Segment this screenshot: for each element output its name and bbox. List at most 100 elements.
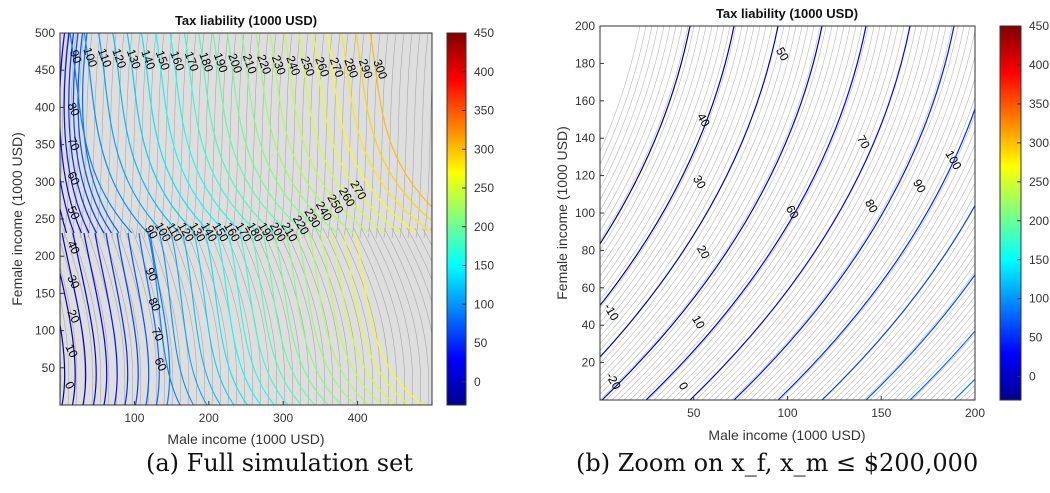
contour-level-label: 180 — [196, 50, 216, 74]
background-contour-line — [617, 26, 839, 400]
contour-line — [241, 33, 322, 234]
chart-b-y-ticks: 20 40 60 80 100 120 140 160 180 200 — [575, 19, 604, 370]
background-contour-line — [600, 26, 767, 345]
background-contour-line — [600, 26, 821, 400]
contour-line — [312, 33, 401, 234]
contour-level-label: 90 — [67, 48, 85, 66]
contour-line — [354, 232, 424, 405]
contour-level-label: 60 — [151, 355, 169, 373]
background-contour-line — [600, 26, 797, 377]
background-contour-line — [707, 26, 929, 400]
contour-line — [83, 33, 149, 234]
background-contour-line — [111, 33, 125, 239]
background-contour-line — [359, 33, 373, 239]
background-contour-line — [869, 279, 975, 400]
background-contour-line — [600, 26, 653, 178]
background-contour-line — [731, 26, 953, 400]
contour-level-label: 290 — [356, 57, 376, 81]
colorbar-tick-label: 450 — [474, 26, 494, 40]
contour-level-label: 60 — [64, 169, 82, 187]
contour-line — [60, 33, 75, 234]
contour-line — [262, 232, 316, 405]
contour-level-label: 280 — [341, 56, 361, 80]
background-contour-line — [785, 129, 975, 400]
contour-level-label: 20 — [694, 243, 713, 262]
background-contour-line — [600, 26, 671, 212]
contour-level-label: 40 — [64, 238, 82, 256]
colorbar-tick-label: 300 — [474, 142, 494, 156]
background-contour-line — [845, 244, 975, 400]
contour-line — [250, 232, 302, 405]
chart-a-level-labels: 9010011012013014015016017018019020021022… — [62, 45, 391, 391]
chart-b-ylabel: Female income (1000 USD) — [554, 126, 570, 300]
background-contour-line — [95, 33, 109, 239]
background-contour-line — [60, 265, 78, 405]
contour-line — [72, 33, 105, 234]
contour-level-label: 20 — [64, 307, 82, 325]
contour-level-label: 170 — [182, 50, 202, 74]
background-contour-line — [276, 227, 318, 405]
contour-line — [112, 33, 180, 234]
contour-line — [298, 33, 386, 234]
contour-line — [645, 26, 867, 400]
contour-line — [63, 33, 90, 234]
chart-b-contours — [600, 26, 975, 400]
background-contour-line — [269, 227, 310, 405]
contour-line — [600, 26, 735, 307]
background-contour-line — [103, 33, 117, 239]
y-tick-label: 100 — [35, 324, 55, 338]
y-tick-label: 100 — [575, 206, 595, 220]
background-contour-line — [917, 339, 975, 400]
contour-level-label: 50 — [773, 45, 792, 64]
contour-line — [83, 232, 108, 405]
contour-level-label: 80 — [64, 100, 82, 118]
colorbar-tick-label: 350 — [1029, 97, 1049, 111]
y-tick-label: 50 — [42, 361, 56, 375]
contour-line — [283, 33, 370, 234]
background-contour-line — [600, 26, 749, 324]
contour-line — [116, 232, 139, 405]
x-tick-label: 50 — [687, 406, 701, 420]
colorbar-tick-label: 300 — [1029, 136, 1049, 150]
background-contour-line — [360, 227, 405, 405]
contour-line — [601, 26, 823, 400]
background-contour-line — [923, 346, 975, 400]
colorbar-tick-label: 150 — [1029, 253, 1049, 267]
colorbar-tick-label: 250 — [1029, 175, 1049, 189]
contour-level-label: 190 — [211, 51, 231, 75]
contour-line — [212, 33, 291, 234]
background-contour-line — [737, 26, 959, 400]
chart-b-colorbar — [999, 25, 1022, 401]
background-contour-line — [695, 26, 917, 400]
colorbar-tick-label: 350 — [474, 104, 494, 118]
contour-level-label: 10 — [689, 313, 708, 332]
background-contour-line — [375, 33, 389, 239]
y-tick-label: 140 — [575, 131, 595, 145]
contour-line — [216, 232, 262, 405]
background-contour-line — [183, 33, 197, 239]
background-contour-line — [600, 26, 773, 351]
background-contour-line — [875, 287, 975, 400]
background-contour-line — [761, 55, 975, 400]
y-tick-label: 400 — [35, 100, 55, 114]
background-contour-line — [767, 77, 975, 400]
contour-level-label: 250 — [298, 54, 318, 78]
background-contour-line — [238, 227, 278, 405]
background-contour-line — [605, 26, 827, 400]
x-tick-label: 300 — [273, 411, 293, 425]
colorbar-tick-label: 450 — [1029, 19, 1049, 33]
background-contour-line — [406, 227, 432, 281]
y-tick-label: 80 — [582, 243, 596, 257]
contour-line — [149, 232, 171, 405]
contour-line — [689, 26, 911, 400]
background-contour-line — [287, 33, 301, 239]
chart-a-ylabel: Female income (1000 USD) — [9, 132, 25, 306]
background-contour-line — [246, 227, 286, 405]
contour-line — [183, 33, 259, 234]
background-contour-line — [192, 227, 230, 405]
background-contour-line — [611, 26, 833, 400]
contour-level-label: 60 — [783, 203, 802, 222]
background-contour-line — [743, 26, 965, 400]
contour-line — [326, 33, 417, 234]
